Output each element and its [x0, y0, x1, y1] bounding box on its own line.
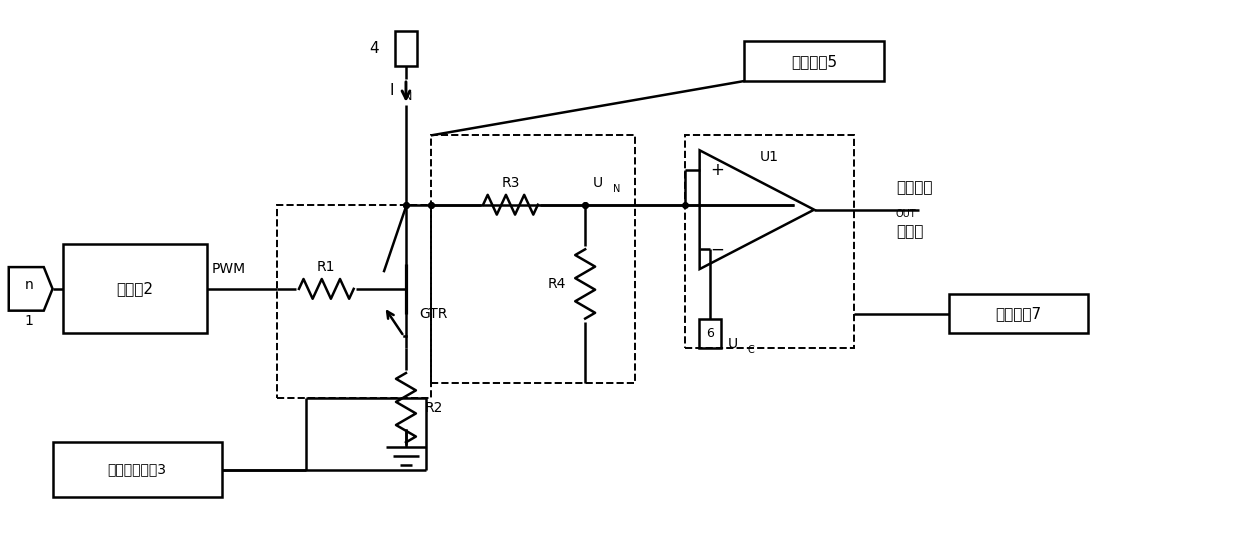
Bar [744, 42, 884, 81]
Text: OUT: OUT [895, 209, 916, 219]
Text: 封锁端: 封锁端 [895, 224, 923, 239]
Text: R1: R1 [317, 260, 336, 274]
Text: N: N [404, 92, 413, 102]
Text: U: U [728, 337, 738, 351]
Text: R2: R2 [424, 401, 443, 415]
Text: N: N [613, 184, 620, 194]
Bar [62, 244, 207, 334]
Polygon shape [699, 150, 815, 269]
Text: 功率输出: 功率输出 [895, 181, 932, 196]
Text: 1: 1 [25, 314, 33, 327]
Text: U1: U1 [760, 150, 779, 164]
Text: −: − [711, 240, 724, 258]
Text: U: U [593, 176, 603, 190]
Text: 电阵调节电路3: 电阵调节电路3 [108, 463, 166, 476]
Text: 比较电路7: 比较电路7 [996, 306, 1042, 321]
Text: R4: R4 [548, 277, 567, 291]
Bar [684, 135, 854, 348]
Text: n: n [25, 278, 33, 292]
Bar [430, 135, 635, 383]
Text: +: + [711, 161, 724, 179]
Text: PWM: PWM [212, 262, 246, 276]
Text: GTR: GTR [419, 306, 448, 321]
Text: 分压电路5: 分压电路5 [791, 54, 837, 69]
Text: I: I [389, 84, 394, 99]
Bar [396, 32, 417, 66]
Text: 控制器2: 控制器2 [117, 281, 154, 296]
Text: 4: 4 [370, 42, 379, 57]
Text: C: C [748, 345, 754, 355]
Bar [949, 294, 1087, 334]
Text: 6: 6 [706, 327, 713, 340]
Text: R3: R3 [501, 176, 520, 190]
Bar [698, 319, 720, 348]
Bar [52, 442, 222, 497]
Bar [277, 205, 430, 398]
